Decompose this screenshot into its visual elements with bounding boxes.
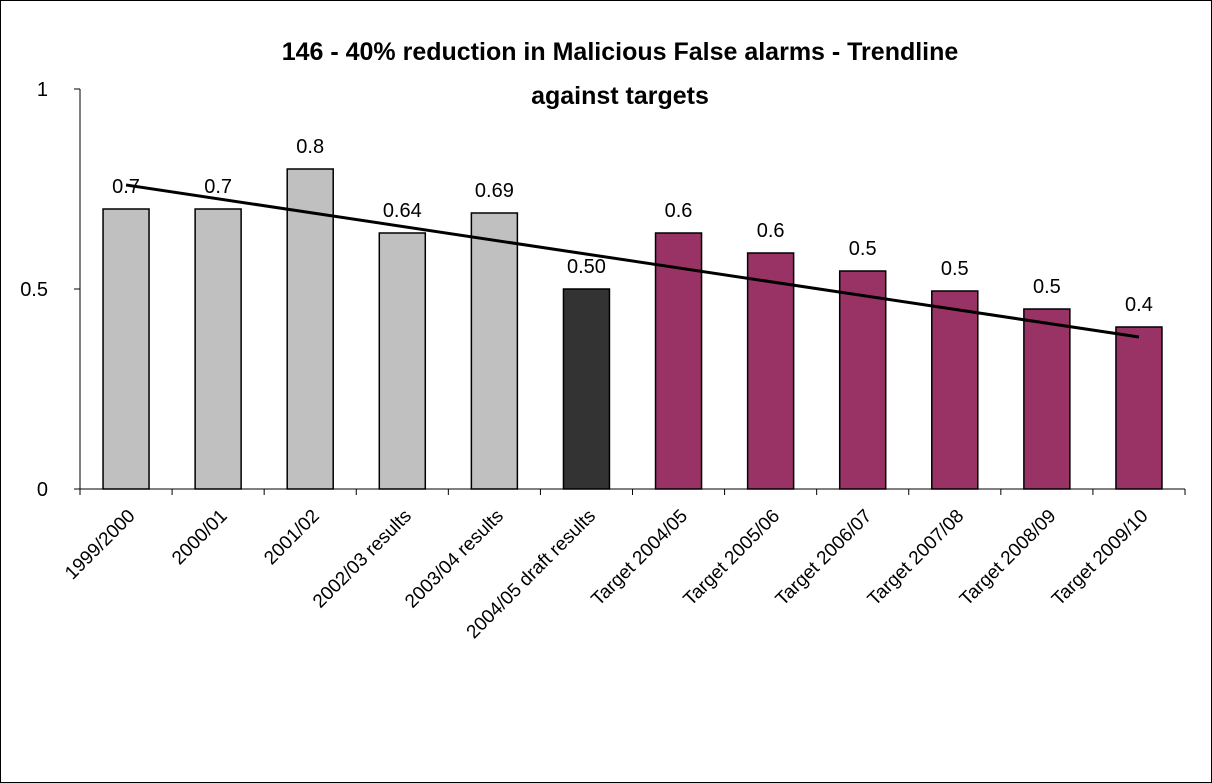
bar <box>286 168 334 490</box>
data-label: 0.7 <box>112 176 140 198</box>
trendline <box>125 183 1140 339</box>
data-label: 0.50 <box>567 256 606 278</box>
bar <box>378 232 427 490</box>
data-label: 0.4 <box>1125 294 1153 316</box>
bar <box>1115 326 1163 490</box>
bar <box>194 208 242 490</box>
data-label: 0.69 <box>475 180 514 202</box>
bar <box>746 252 795 490</box>
bar <box>102 208 150 490</box>
data-label: 0.64 <box>383 200 422 222</box>
chart-title-line-1: 146 - 40% reduction in Malicious False a… <box>282 38 959 66</box>
bar <box>931 290 979 490</box>
bar <box>562 288 611 490</box>
y-tick-label: 0 <box>37 479 48 501</box>
data-label: 0.5 <box>1033 276 1061 298</box>
data-label: 0.5 <box>941 258 969 280</box>
data-label: 0.6 <box>665 200 693 222</box>
y-tick-label: 0.5 <box>20 279 48 301</box>
chart-title-line-2: against targets <box>531 82 709 110</box>
data-label: 0.5 <box>849 238 877 260</box>
data-label: 0.6 <box>757 220 785 242</box>
bar <box>1023 308 1071 490</box>
bar <box>838 270 887 490</box>
bar <box>470 212 519 490</box>
data-label: 0.8 <box>296 136 324 158</box>
data-label: 0.7 <box>204 176 232 198</box>
y-tick-label: 1 <box>37 79 48 101</box>
bar <box>654 232 703 490</box>
